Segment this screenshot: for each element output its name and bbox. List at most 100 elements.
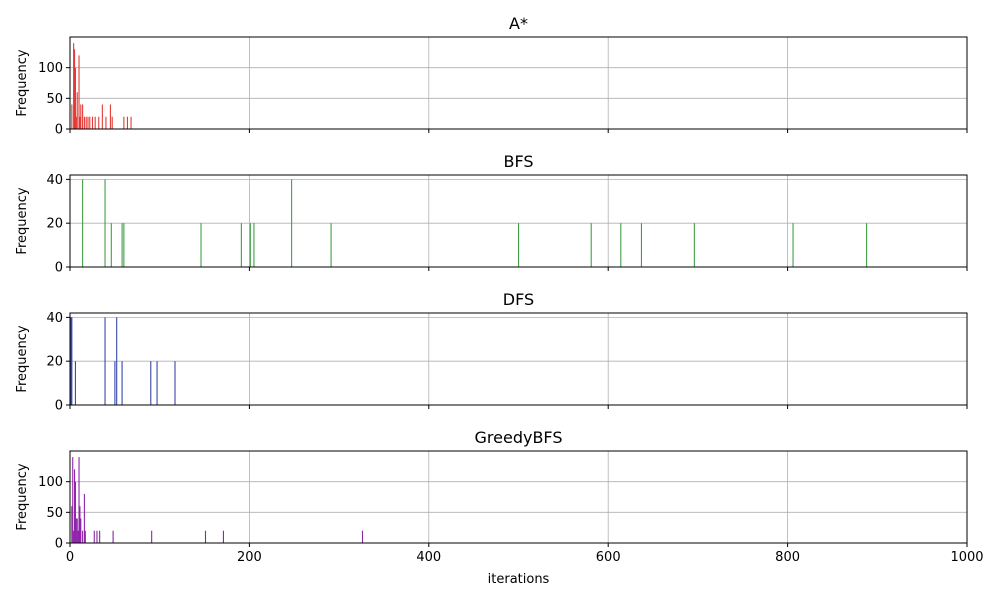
y-tick-label: 0 xyxy=(55,537,63,552)
histogram-bar xyxy=(85,116,87,129)
histogram-bar xyxy=(249,223,251,267)
histogram-bar xyxy=(222,530,224,543)
histogram-bar xyxy=(204,530,207,543)
histogram-bar xyxy=(76,92,78,129)
histogram-bar xyxy=(111,116,113,129)
histogram-bar xyxy=(330,223,332,267)
histogram-bar xyxy=(291,179,293,267)
y-tick-label: 100 xyxy=(38,475,63,490)
histogram-bar xyxy=(73,43,75,130)
histogram-bar xyxy=(70,317,72,405)
y-tick-label: 0 xyxy=(55,261,63,276)
x-tick-label: 200 xyxy=(237,550,262,565)
histogram-bar xyxy=(174,361,176,405)
histogram-bar xyxy=(130,116,132,129)
y-axis-label: Frequency xyxy=(15,49,30,116)
histogram-bar xyxy=(104,179,106,267)
x-tick-label: 800 xyxy=(775,550,800,565)
axes-frame xyxy=(69,36,968,130)
histogram-bar xyxy=(150,361,152,405)
x-tick-label: 1000 xyxy=(950,550,983,565)
y-tick-label: 40 xyxy=(46,311,63,326)
y-tick-label: 50 xyxy=(46,506,63,521)
histogram-bar xyxy=(94,116,96,129)
histogram-bar xyxy=(83,493,85,543)
histogram-bar xyxy=(112,530,114,543)
x-tick-label: 600 xyxy=(596,550,621,565)
subplot-title: A* xyxy=(509,14,528,33)
histogram-bar xyxy=(72,457,74,543)
histogram-bar xyxy=(78,55,80,129)
y-axis-label: Frequency xyxy=(15,187,30,254)
subplot-title: GreedyBFS xyxy=(475,428,563,447)
histogram-bar xyxy=(74,361,76,405)
axes-frame xyxy=(69,450,968,544)
histogram-bar xyxy=(76,518,78,543)
histogram-bar xyxy=(71,317,73,405)
histogram-bar xyxy=(77,530,79,543)
y-tick-label: 0 xyxy=(55,123,63,138)
histogram-bar xyxy=(82,530,84,543)
histogram-bar xyxy=(104,317,106,405)
histogram-bar xyxy=(620,223,622,267)
histogram-bar xyxy=(693,223,695,267)
histogram-bar xyxy=(75,518,77,543)
histogram-bar xyxy=(114,361,116,405)
histogram-bar xyxy=(110,223,112,267)
histogram-bar xyxy=(79,506,81,543)
histogram-bar xyxy=(253,223,255,267)
histogram-bar xyxy=(123,223,125,267)
histogram-bar xyxy=(91,116,94,129)
y-tick-label: 50 xyxy=(46,92,63,107)
y-axis-label: Frequency xyxy=(15,325,30,392)
histogram-bar xyxy=(83,116,85,129)
y-tick-label: 20 xyxy=(46,217,63,232)
histogram-bar xyxy=(109,104,111,129)
histogram-bar xyxy=(200,223,202,267)
y-axis-label: Frequency xyxy=(15,463,30,530)
histogram-bar xyxy=(640,223,642,267)
histogram-bar xyxy=(80,518,82,543)
histogram-bar xyxy=(74,67,76,129)
histogram-bar xyxy=(866,223,868,267)
y-tick-label: 20 xyxy=(46,355,63,370)
histogram-bar xyxy=(121,361,123,405)
histogram-bar xyxy=(121,223,123,267)
histogram-bar xyxy=(98,116,100,129)
subplot-1: 0 20 40 BFS Frequency xyxy=(15,152,968,276)
histogram-bar xyxy=(126,116,129,129)
histogram-bar xyxy=(71,506,73,543)
histogram-bar xyxy=(73,469,76,543)
histogram-bar xyxy=(156,361,158,405)
histogram-bar xyxy=(123,116,125,129)
histogram-bar xyxy=(151,530,153,543)
histogram-bar xyxy=(105,116,107,129)
histogram-bar xyxy=(99,530,101,543)
histogram-bar xyxy=(89,116,91,129)
x-tick-label: 400 xyxy=(416,550,441,565)
histogram-bar xyxy=(82,104,84,129)
y-tick-label: 40 xyxy=(46,173,63,188)
histogram-bar xyxy=(101,104,103,129)
histogram-bar xyxy=(82,179,84,267)
subplot-3: 0 50 100 GreedyBFS Frequency 0 200 400 600 800 100… xyxy=(15,428,984,587)
histogram-bar xyxy=(74,481,76,543)
histogram-bar xyxy=(80,104,82,129)
histogram-bar xyxy=(73,49,76,130)
y-tick-label: 100 xyxy=(38,61,63,76)
histogram-bar xyxy=(75,116,77,129)
axes-frame xyxy=(69,312,968,406)
histogram-bar xyxy=(518,223,520,267)
histogram-bar xyxy=(73,530,75,543)
subplot-2: 0 20 40 DFS Frequency xyxy=(15,290,968,414)
x-axis-label: iterations xyxy=(488,572,550,587)
histogram-bar xyxy=(79,116,81,129)
histogram-bar xyxy=(93,530,95,543)
histogram-bar xyxy=(78,457,80,543)
histogram-bar xyxy=(96,530,98,543)
histogram-bar xyxy=(590,223,592,267)
histogram-bar xyxy=(87,116,89,129)
axes-frame xyxy=(69,174,968,268)
x-tick-label: 0 xyxy=(66,550,74,565)
